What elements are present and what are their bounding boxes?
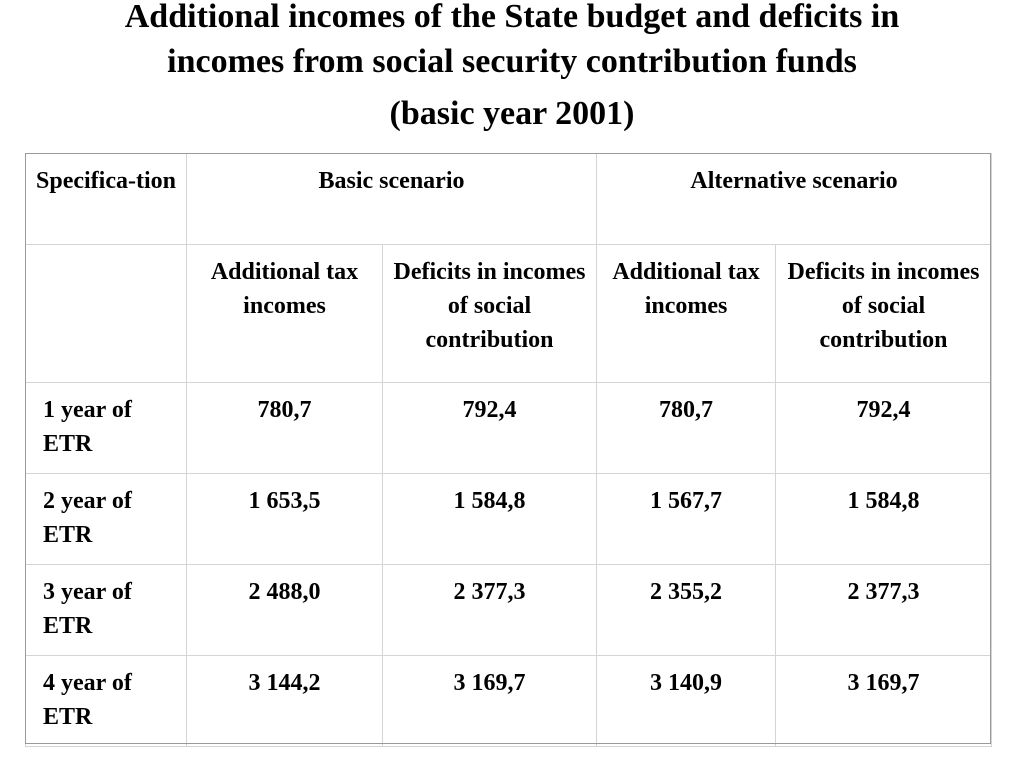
table-cell: 1 584,8 <box>775 473 993 565</box>
table-cell: 2 355,2 <box>596 564 777 656</box>
header-basic-deficits: Deficits in incomes of social contributi… <box>381 244 598 383</box>
table-row: 1 year of ETR 780,7 792,4 780,7 792,4 <box>25 382 993 474</box>
table-cell: 780,7 <box>186 382 383 474</box>
table-cell: 792,4 <box>381 382 598 474</box>
title-line-2: incomes from social security contributio… <box>167 43 857 80</box>
table-cell: 3 169,7 <box>775 655 993 747</box>
header-row-2: Additional tax incomes Deficits in incom… <box>25 244 993 383</box>
title-line-1: Additional incomes of the State budget a… <box>124 0 900 35</box>
table-cell: 1 567,7 <box>596 473 777 565</box>
table-cell: 3 140,9 <box>596 655 777 747</box>
table-cell: 780,7 <box>596 382 777 474</box>
header-row-1: Specifica-tion Basic scenario Alternativ… <box>25 153 993 245</box>
table-cell: 1 653,5 <box>186 473 383 565</box>
table-row: 3 year of ETR 2 488,0 2 377,3 2 355,2 2 … <box>25 564 993 656</box>
header-specification: Specifica-tion <box>25 153 187 245</box>
header-alt-deficits: Deficits in incomes of social contributi… <box>775 244 993 383</box>
row-label: 3 year of ETR <box>25 564 187 656</box>
table-row: 2 year of ETR 1 653,5 1 584,8 1 567,7 1 … <box>25 473 993 565</box>
table-cell: 2 488,0 <box>186 564 383 656</box>
header-alternative-scenario: Alternative scenario <box>596 153 993 245</box>
row-label: 2 year of ETR <box>25 473 187 565</box>
page-title: Additional incomes of the State budget a… <box>0 0 1024 134</box>
row-label: 4 year of ETR <box>25 655 187 747</box>
table-cell: 2 377,3 <box>775 564 993 656</box>
table-cell: 2 377,3 <box>381 564 598 656</box>
table-cell: 3 144,2 <box>186 655 383 747</box>
table-cell: 3 169,7 <box>381 655 598 747</box>
header-basic-scenario: Basic scenario <box>185 153 598 245</box>
row-label: 1 year of ETR <box>25 382 187 474</box>
data-table: Specifica-tion Basic scenario Alternativ… <box>25 153 993 747</box>
header-blank-cell <box>25 244 187 383</box>
header-basic-additional-tax: Additional tax incomes <box>186 244 383 383</box>
table-cell: 792,4 <box>775 382 993 474</box>
table-row: 4 year of ETR 3 144,2 3 169,7 3 140,9 3 … <box>25 655 993 747</box>
title-line-3: (basic year 2001) <box>389 95 635 132</box>
header-alt-additional-tax: Additional tax incomes <box>596 244 777 383</box>
table-cell: 1 584,8 <box>381 473 598 565</box>
